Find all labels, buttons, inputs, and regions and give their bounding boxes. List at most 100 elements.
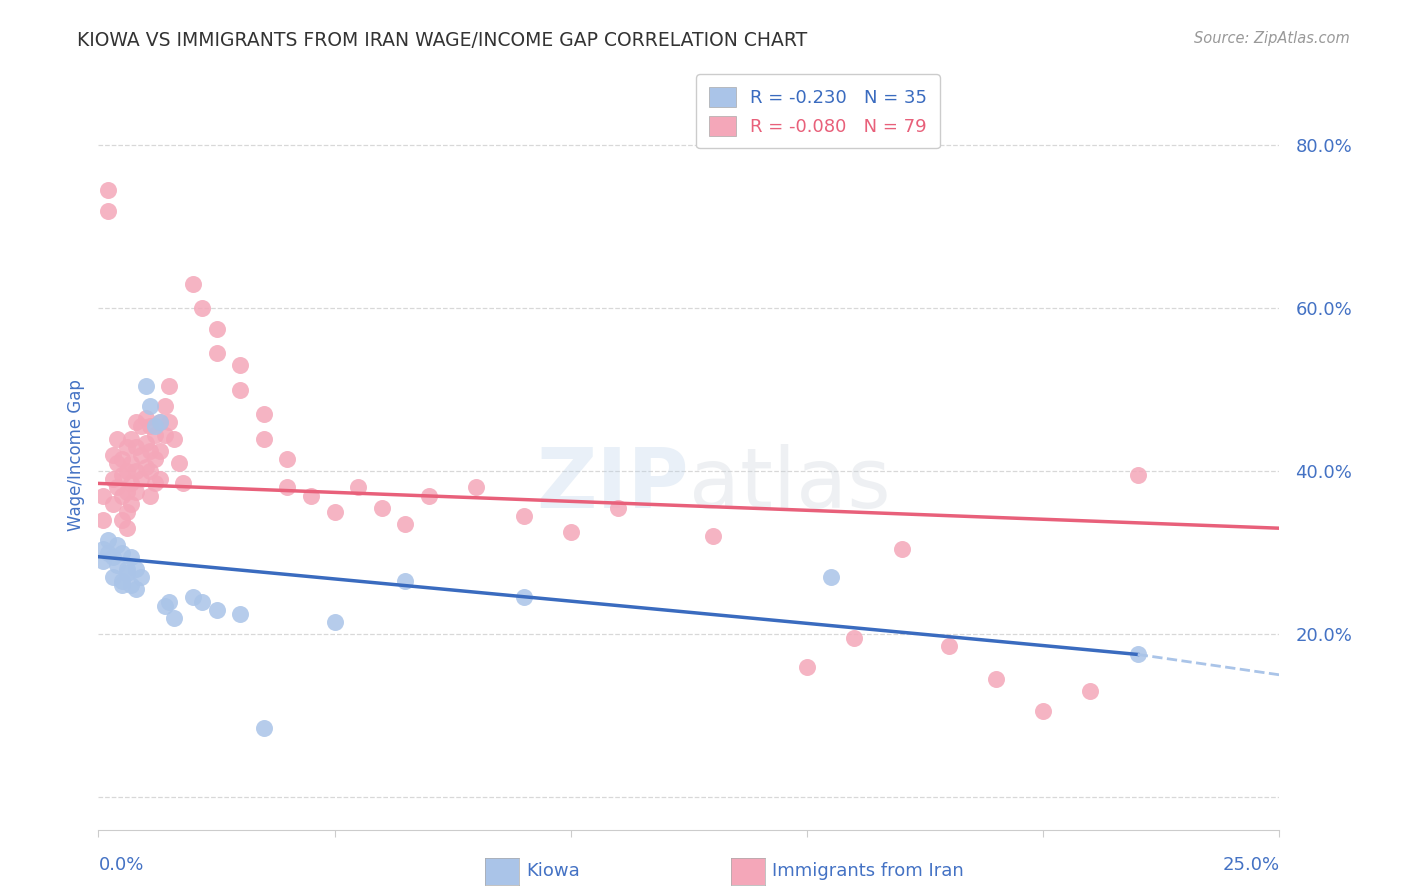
Point (323, 505, 346, 519)
Point (229, 607, 252, 621)
Point (276, 481, 298, 495)
Point (139, 399, 162, 413)
Point (229, 359, 252, 373)
Point (371, 500, 394, 515)
Point (143, 427, 166, 442)
Point (844, 631, 866, 645)
Point (157, 594, 180, 608)
Point (143, 419, 166, 434)
Point (607, 500, 630, 515)
Point (101, 549, 124, 564)
Point (181, 277, 204, 291)
Text: ZIP: ZIP (537, 444, 689, 525)
Point (101, 448, 124, 462)
Point (512, 508, 534, 523)
Point (139, 489, 162, 503)
Point (139, 419, 162, 434)
Point (323, 615, 346, 629)
Point (702, 529, 724, 543)
Point (172, 476, 194, 491)
Point (125, 440, 148, 454)
Point (121, 476, 143, 491)
Point (418, 489, 440, 503)
Point (149, 415, 172, 429)
Point (121, 497, 143, 511)
Point (121, 549, 143, 564)
Point (139, 464, 162, 478)
Point (135, 460, 157, 475)
Point (135, 378, 157, 392)
Point (465, 481, 488, 495)
Point (1032, 705, 1054, 719)
Point (229, 383, 252, 397)
Point (135, 435, 157, 450)
Point (111, 489, 134, 503)
Point (111, 578, 134, 592)
Point (149, 415, 172, 429)
Point (111, 513, 134, 527)
Point (115, 440, 138, 454)
Point (796, 659, 818, 673)
Point (143, 476, 166, 491)
Point (149, 443, 172, 458)
Text: 0.0%: 0.0% (98, 856, 143, 874)
Point (153, 599, 176, 613)
Point (129, 419, 152, 434)
Point (157, 415, 180, 429)
Text: Immigrants from Iran: Immigrants from Iran (772, 863, 963, 880)
Text: Source: ZipAtlas.com: Source: ZipAtlas.com (1194, 31, 1350, 46)
Point (121, 456, 143, 470)
Point (115, 562, 138, 576)
Point (205, 346, 228, 360)
Point (125, 484, 148, 499)
Point (121, 578, 143, 592)
Point (115, 505, 138, 519)
Point (181, 591, 204, 605)
Point (938, 640, 960, 654)
Point (157, 378, 180, 392)
Point (111, 574, 134, 589)
Point (91, 541, 114, 556)
Point (984, 672, 1007, 686)
Point (143, 452, 166, 467)
Point (167, 456, 190, 470)
Point (253, 721, 276, 735)
Point (97, 546, 120, 560)
Point (394, 574, 416, 589)
Point (101, 497, 124, 511)
Point (149, 472, 172, 486)
Point (276, 452, 298, 467)
Text: KIOWA VS IMMIGRANTS FROM IRAN WAGE/INCOME GAP CORRELATION CHART: KIOWA VS IMMIGRANTS FROM IRAN WAGE/INCOM… (77, 31, 807, 50)
Point (820, 570, 842, 584)
Point (129, 472, 152, 486)
Point (129, 448, 152, 462)
Point (191, 301, 214, 316)
Point (105, 481, 128, 495)
Point (139, 443, 162, 458)
Point (205, 602, 228, 616)
Point (1126, 648, 1149, 662)
Point (163, 432, 186, 446)
Point (105, 456, 128, 470)
Point (91, 489, 114, 503)
Point (91, 513, 114, 527)
Point (97, 533, 120, 548)
Point (125, 562, 148, 576)
Point (115, 566, 138, 580)
Point (191, 594, 214, 608)
Point (153, 427, 176, 442)
Text: 25.0%: 25.0% (1222, 856, 1279, 874)
Point (253, 432, 276, 446)
Y-axis label: Wage/Income Gap: Wage/Income Gap (66, 379, 84, 531)
Point (135, 411, 157, 425)
Point (115, 521, 138, 535)
Point (1080, 684, 1102, 698)
Point (347, 481, 370, 495)
Point (125, 415, 148, 429)
Point (115, 464, 138, 478)
Point (111, 546, 134, 560)
Point (115, 484, 138, 499)
Text: Kiowa: Kiowa (526, 863, 579, 880)
Point (111, 452, 134, 467)
Point (105, 432, 128, 446)
